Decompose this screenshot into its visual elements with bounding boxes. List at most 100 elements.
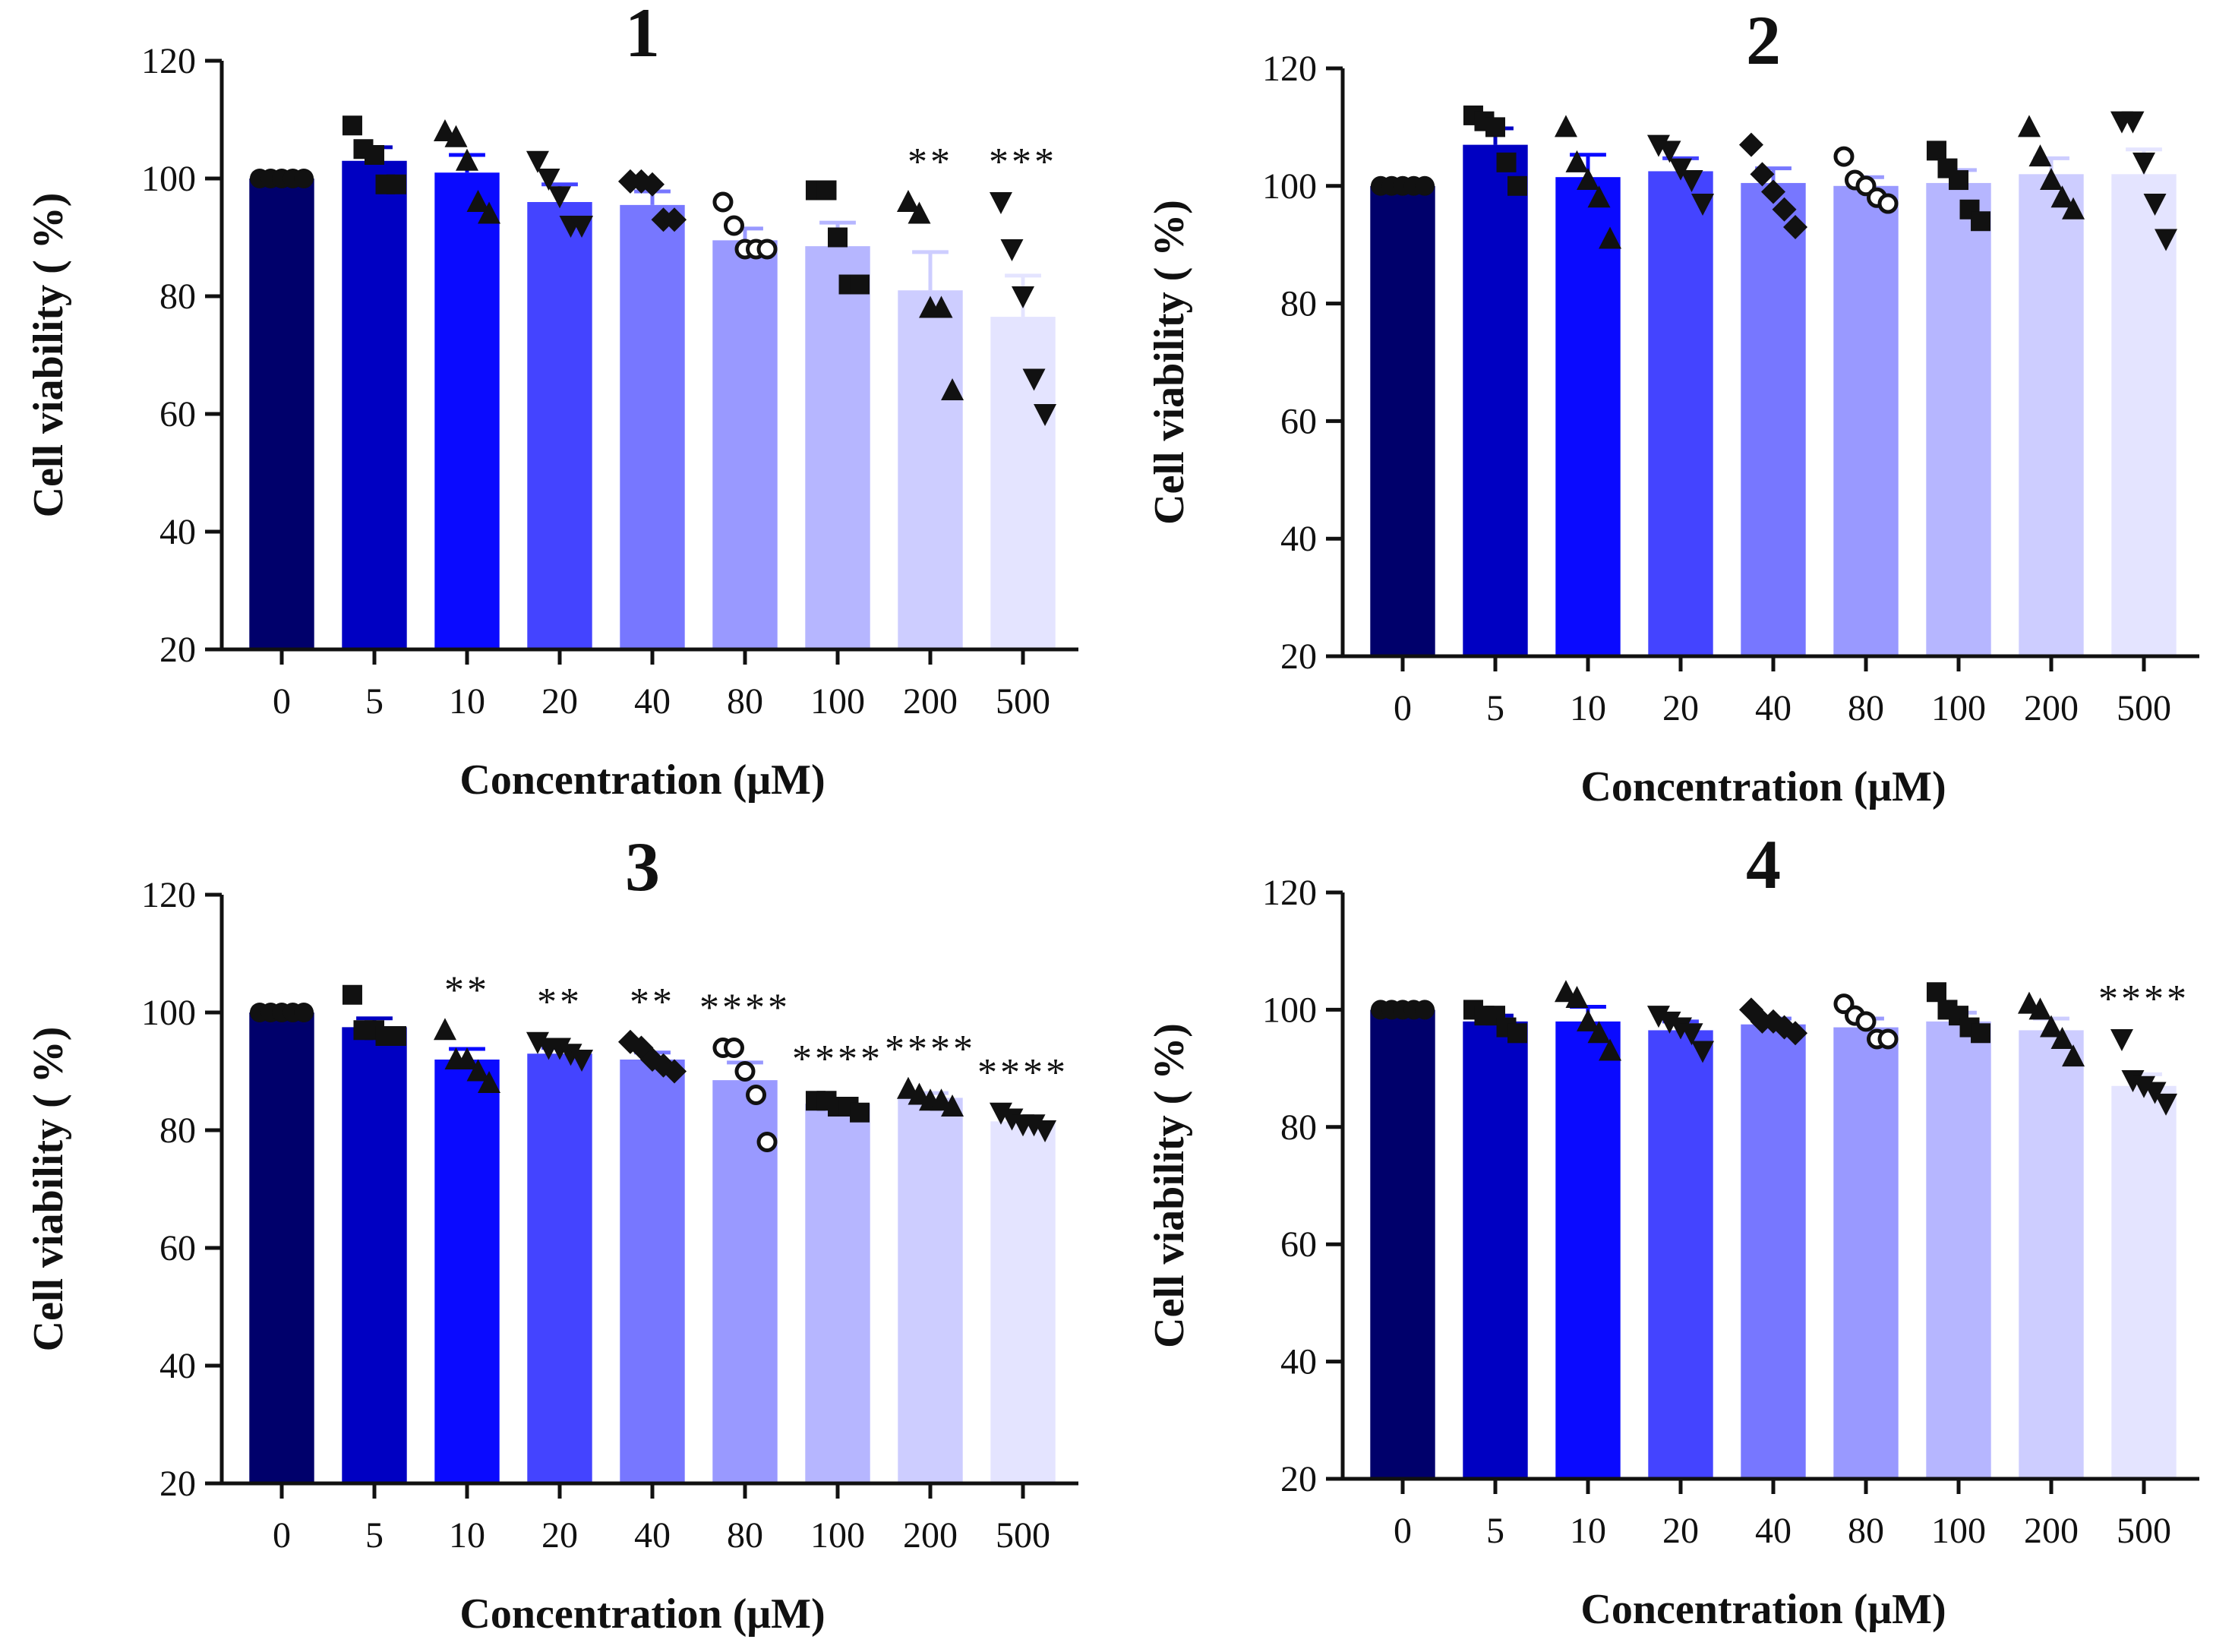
data-point-5-5: [387, 174, 407, 194]
data-point-200-4: [2050, 1027, 2074, 1049]
y-tick-label-120: 120: [1262, 873, 1317, 913]
data-point-500-4: [2143, 1082, 2167, 1104]
significance-label-40: **: [630, 981, 675, 1024]
data-point-10-5: [478, 1071, 501, 1093]
data-point-40-4: [1772, 197, 1797, 222]
data-point-5-5: [387, 1026, 407, 1046]
data-point-100-3: [1949, 170, 1968, 191]
data-point-10-3: [456, 148, 478, 171]
data-point-80-3: [1855, 1011, 1877, 1032]
y-tick-label-20: 20: [1280, 636, 1317, 677]
data-point-80-5: [756, 238, 778, 260]
bar-500: [2111, 1085, 2177, 1479]
data-point-100-5: [1971, 1023, 1991, 1044]
significance-label-100: ****: [792, 1038, 883, 1081]
data-point-20-1: [526, 1031, 549, 1054]
y-tick-label-80: 80: [159, 276, 196, 317]
data-point-200-2: [908, 201, 931, 224]
significance-label-10: **: [444, 968, 490, 1012]
y-tick-label-100: 100: [141, 159, 196, 199]
bar-80: [712, 240, 778, 649]
chart-title: 3: [625, 828, 660, 905]
data-point-20-3: [548, 1038, 571, 1060]
x-tick-label-5: 5: [365, 681, 384, 722]
y-tick-label-40: 40: [159, 1346, 196, 1386]
y-tick-label-120: 120: [141, 41, 196, 81]
data-point-500-3: [1012, 286, 1034, 308]
y-tick-label-80: 80: [1280, 284, 1317, 324]
data-point-100-5: [1971, 211, 1991, 232]
x-tick-label-5: 5: [1486, 1511, 1504, 1551]
data-point-500-2: [1000, 1108, 1024, 1131]
data-point-200-5: [2062, 1044, 2085, 1067]
data-point-10-4: [1587, 1021, 1611, 1044]
x-tick-label-200: 200: [903, 1515, 958, 1556]
x-tick-label-40: 40: [634, 1515, 671, 1556]
data-point-20-5: [1691, 194, 1715, 216]
data-point-500-4: [1022, 1114, 1046, 1137]
bar-5: [342, 160, 407, 649]
x-tick-label-100: 100: [810, 1515, 865, 1556]
data-point-10-5: [1599, 226, 1622, 249]
y-tick-label-60: 60: [1280, 1224, 1317, 1265]
x-tick-label-500: 500: [996, 681, 1050, 722]
data-point-20-2: [1658, 1011, 1681, 1034]
data-point-200-5: [941, 1094, 964, 1117]
data-point-20-3: [1669, 1017, 1692, 1040]
bar-20: [527, 202, 592, 649]
data-point-10-1: [433, 1018, 456, 1041]
x-axis-title: Concentration (μM): [1580, 1586, 1946, 1633]
bar-5: [1463, 144, 1528, 656]
data-point-10-1: [1554, 115, 1577, 137]
data-point-40-3: [1761, 179, 1785, 204]
y-tick-label-80: 80: [1280, 1107, 1317, 1148]
chart-title: 2: [1746, 2, 1781, 79]
significance-label-500: ****: [977, 1051, 1069, 1094]
chart-title: 1: [625, 0, 660, 71]
bar-500: [2111, 174, 2177, 656]
error-bar-200: [912, 250, 949, 291]
x-tick-label-500: 500: [2117, 1511, 2171, 1551]
data-point-80-3: [734, 1061, 756, 1082]
data-point-10-4: [1587, 185, 1611, 208]
data-point-10-5: [1599, 1038, 1622, 1061]
x-tick-label-200: 200: [903, 681, 958, 722]
bar-20: [1648, 171, 1713, 656]
x-tick-label-500: 500: [2117, 688, 2171, 728]
data-point-0-5: [1415, 175, 1435, 196]
significance-label-20: **: [537, 981, 582, 1024]
y-tick-label-20: 20: [159, 630, 196, 670]
y-axis-title: Cell viability ( %): [1146, 200, 1193, 525]
x-tick-label-200: 200: [2024, 688, 2079, 728]
x-tick-label-10: 10: [449, 681, 485, 722]
bar-500: [990, 1121, 1056, 1483]
data-point-10-4: [466, 1059, 490, 1082]
bar-5: [342, 1027, 407, 1483]
bar-20: [527, 1053, 592, 1483]
y-tick-label-60: 60: [1280, 401, 1317, 441]
bar-0: [249, 1012, 314, 1483]
x-tick-label-100: 100: [1931, 688, 1986, 728]
x-tick-label-200: 200: [2024, 1511, 2079, 1551]
data-point-5-5: [1507, 175, 1528, 196]
data-point-200-5: [2062, 197, 2085, 220]
data-point-20-5: [1691, 1041, 1715, 1063]
data-point-40-1: [1738, 132, 1763, 157]
bar-0: [1370, 185, 1435, 657]
y-tick-label-100: 100: [1262, 990, 1317, 1030]
data-point-200-1: [2017, 115, 2041, 137]
bar-500: [990, 317, 1056, 649]
y-tick-label-40: 40: [1280, 519, 1317, 559]
bar-40: [620, 204, 685, 649]
data-point-10-2: [1565, 150, 1589, 172]
data-point-20-5: [570, 1050, 594, 1072]
data-point-80-5: [756, 1132, 778, 1152]
data-point-100-3: [828, 227, 848, 248]
data-point-500-2: [1000, 239, 1024, 261]
data-point-10-2: [444, 125, 468, 147]
x-tick-label-40: 40: [634, 681, 671, 722]
data-point-20-4: [559, 1044, 582, 1066]
y-tick-label-20: 20: [159, 1464, 196, 1504]
data-point-80-4: [746, 1085, 767, 1105]
